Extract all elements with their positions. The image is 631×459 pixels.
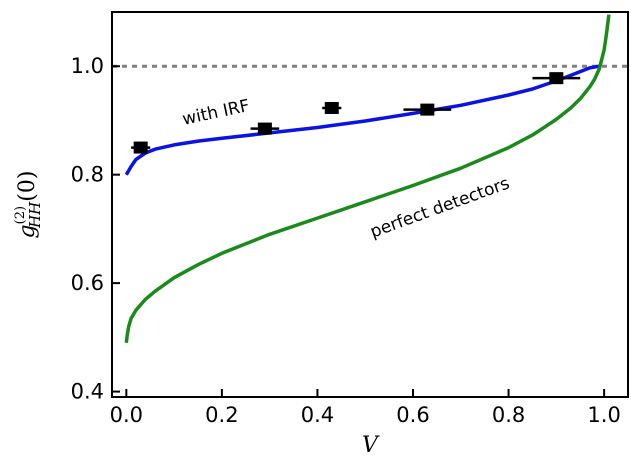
ticks-layer — [112, 65, 606, 397]
y-tick-label-0: 0.4 — [71, 380, 104, 404]
y-label-subscript: HH — [26, 201, 44, 229]
y-tick-label-1: 0.6 — [71, 271, 104, 295]
with-irf-annotation: with IRF — [181, 96, 252, 130]
plot-frame — [111, 11, 629, 398]
y-axis-label: g(2)HH(0) — [13, 171, 44, 239]
data-point-3 — [420, 103, 435, 116]
data-point-1 — [257, 122, 272, 135]
data-points-layer — [131, 72, 581, 154]
x-tick-label-3: 0.6 — [396, 403, 429, 427]
x-tick-label-4: 0.8 — [492, 403, 525, 427]
y-tick-label-3: 1.0 — [71, 54, 104, 78]
perfect-detectors-annotation: perfect detectors — [368, 173, 513, 242]
x-tick-label-2: 0.4 — [301, 403, 334, 427]
y-label-argument: (0) — [15, 171, 40, 202]
data-point-4 — [549, 72, 564, 85]
y-tick-label-2: 0.8 — [71, 163, 104, 187]
curves-layer — [112, 14, 628, 344]
labels-layer: 0.0 0.2 0.4 0.6 0.8 1.0 0.4 0.6 0.8 1.0 with IRF pe… — [71, 54, 621, 427]
x-tick-label-5: 1.0 — [587, 403, 620, 427]
x-tick-label-1: 0.2 — [205, 403, 238, 427]
x-axis-label: V — [362, 433, 380, 458]
data-point-0 — [133, 141, 148, 154]
y-label-superscript: (2) — [13, 206, 28, 224]
perfect-detectors-curve — [124, 14, 611, 344]
y-label-base: g — [15, 224, 40, 238]
data-point-2 — [324, 101, 339, 114]
x-tick-label-0: 0.0 — [110, 403, 143, 427]
